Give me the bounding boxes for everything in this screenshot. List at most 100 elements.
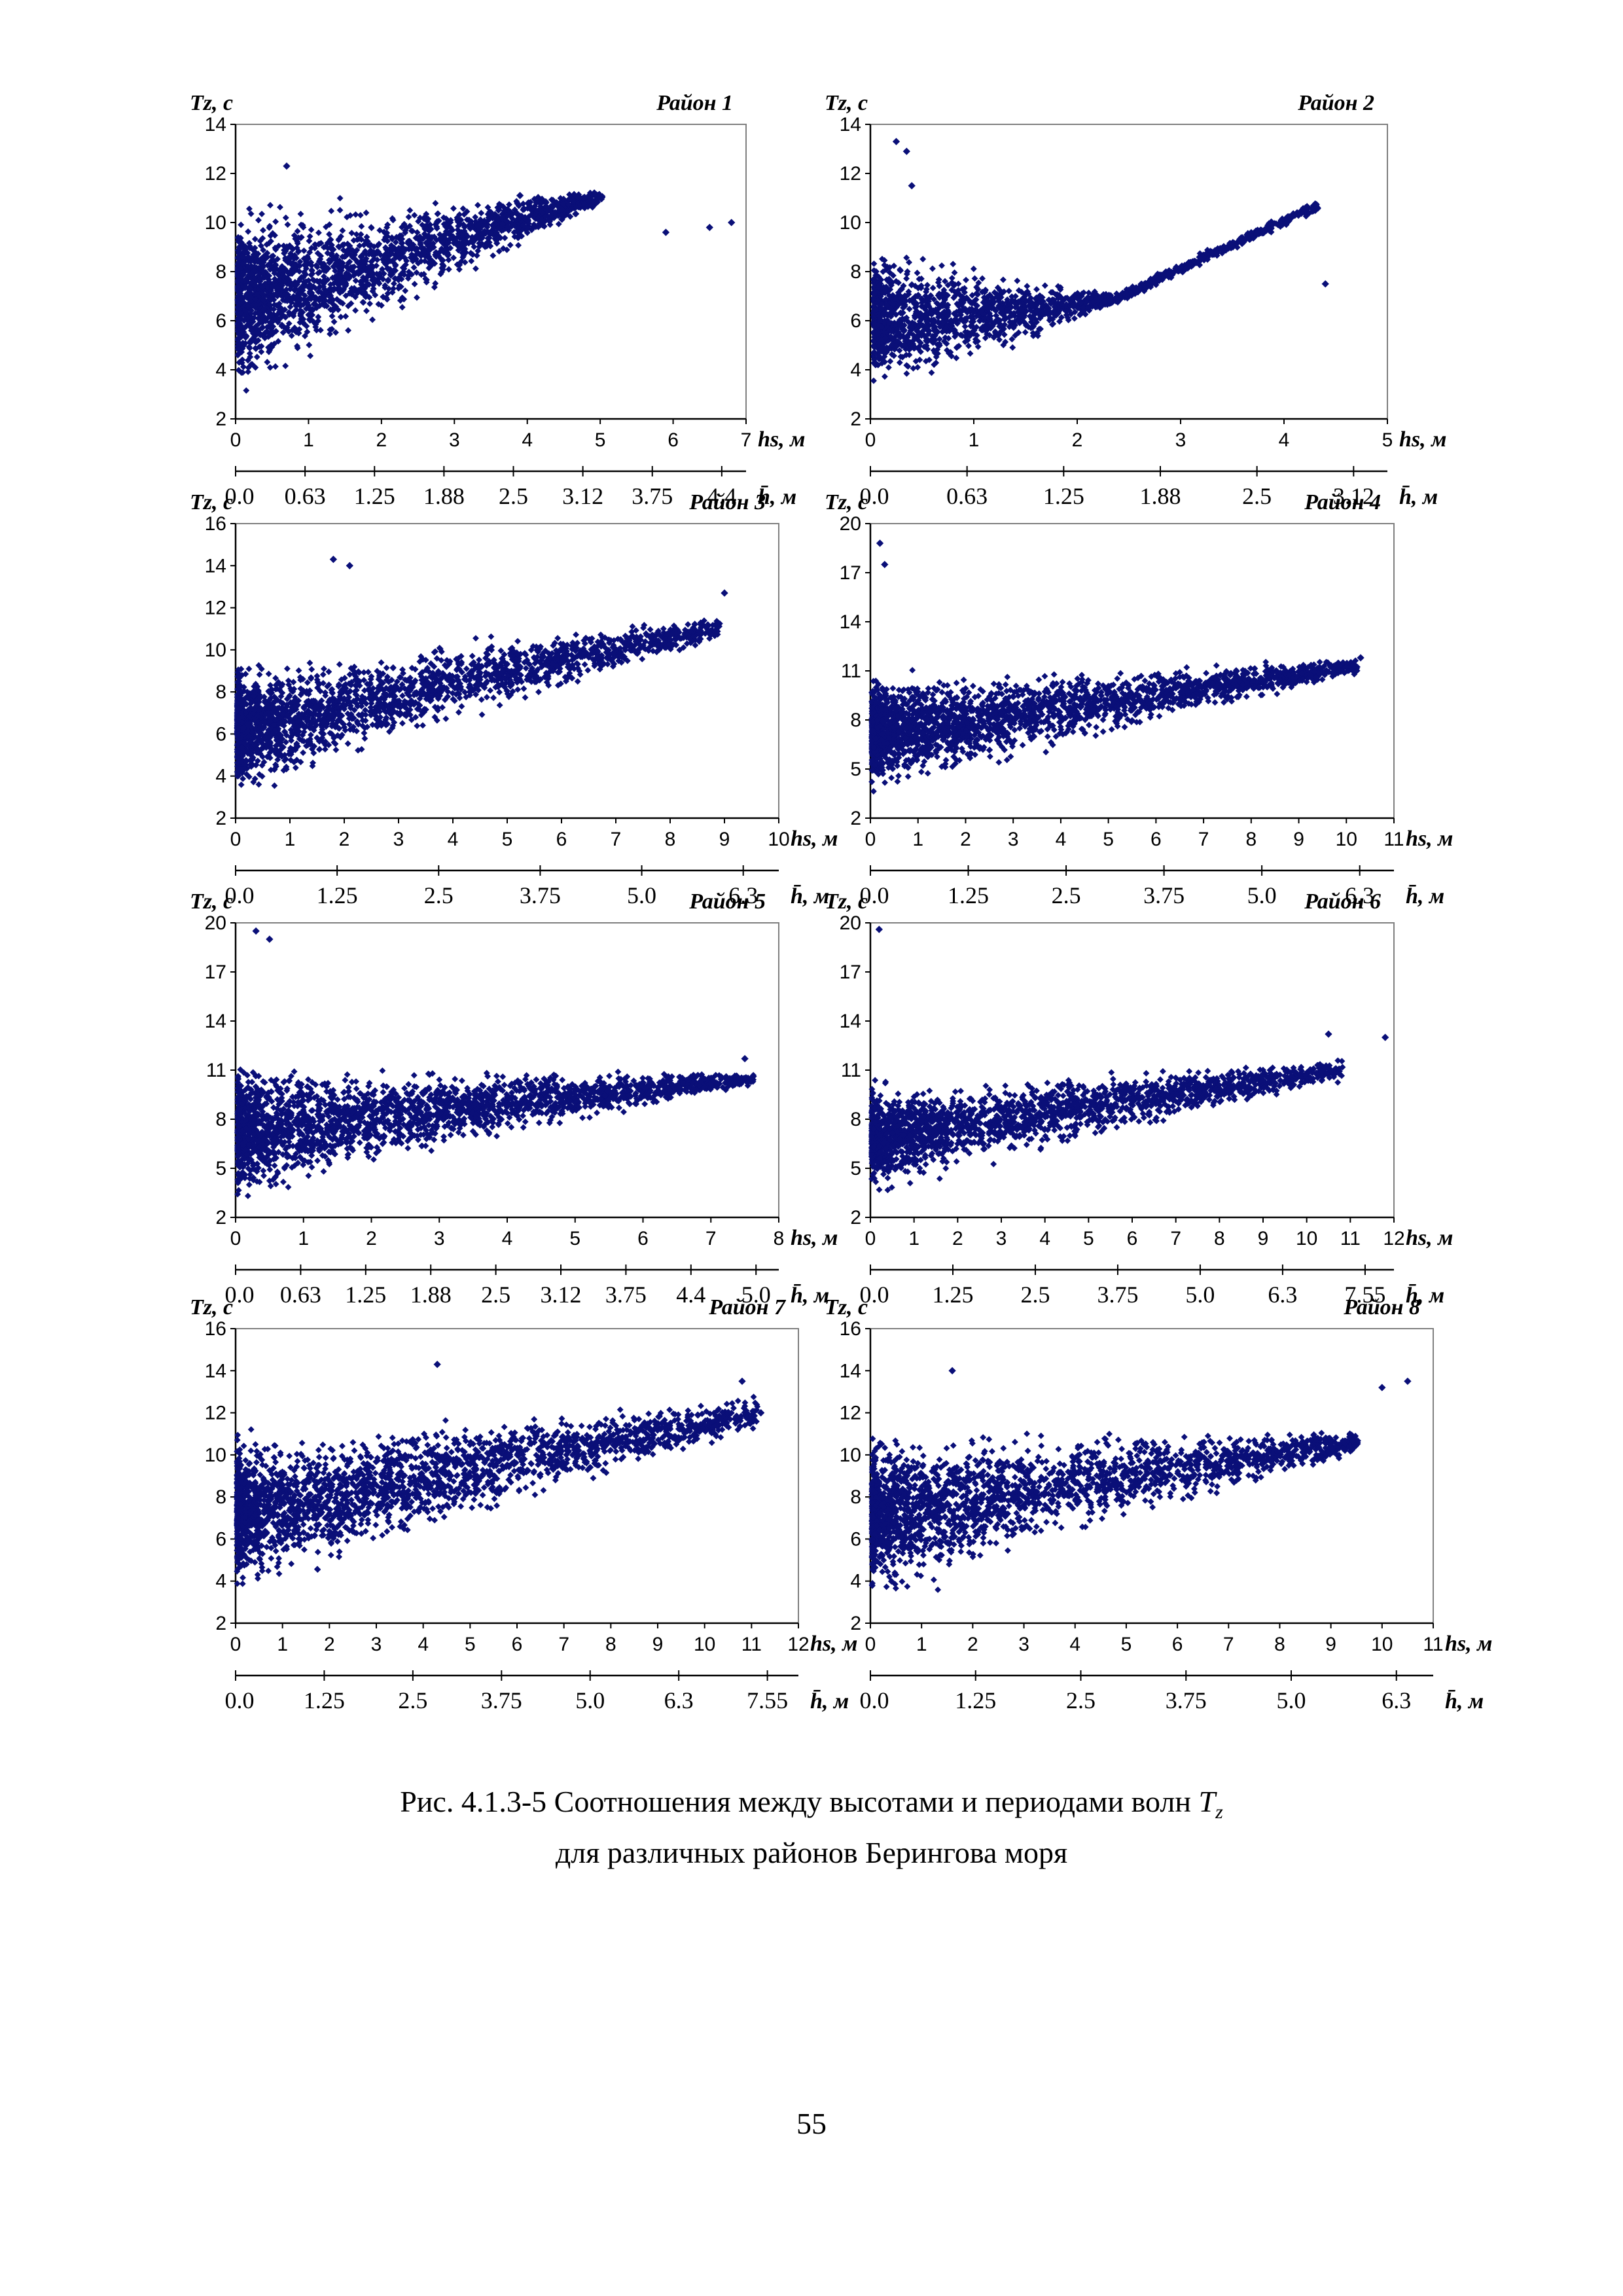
data-point [384, 290, 391, 297]
data-point [357, 211, 364, 219]
data-point [306, 342, 313, 349]
data-point [258, 666, 265, 673]
data-point [572, 210, 579, 217]
data-point [565, 196, 573, 203]
data-point [1032, 295, 1039, 302]
data-point [888, 281, 895, 289]
data-point [362, 293, 369, 300]
data-point [383, 296, 391, 303]
y-tick-label: 10 [205, 639, 226, 661]
data-point [360, 263, 367, 270]
data-point [242, 334, 249, 341]
data-point [955, 302, 962, 310]
data-point [282, 214, 289, 221]
data-point [465, 222, 473, 229]
data-point [1026, 313, 1033, 320]
data-point [881, 319, 888, 326]
data-point [238, 293, 245, 300]
data-point [400, 246, 407, 253]
data-point [870, 314, 877, 321]
data-point [363, 238, 370, 245]
data-point [370, 281, 377, 289]
data-point [336, 207, 344, 214]
data-point [381, 236, 388, 243]
data-point [425, 264, 433, 272]
data-point [948, 317, 955, 324]
data-point [1041, 282, 1048, 289]
data-point [282, 738, 289, 745]
data-point [327, 281, 334, 288]
data-point [251, 236, 259, 243]
x2-axis-label: h̄, м [1399, 485, 1438, 509]
data-point [1029, 329, 1037, 336]
data-point [506, 201, 512, 208]
y-tick-label: 12 [205, 598, 226, 619]
data-point [494, 216, 501, 223]
data-point [1056, 307, 1063, 314]
data-point [246, 285, 253, 292]
data-point [528, 226, 535, 234]
data-point [257, 318, 264, 325]
data-point [906, 339, 914, 346]
x-tick-label: 4 [522, 429, 533, 451]
data-point [325, 668, 332, 675]
data-point [885, 364, 892, 371]
data-point [993, 312, 1000, 319]
data-point [361, 249, 368, 257]
data-point [234, 272, 241, 278]
data-point [910, 365, 917, 372]
data-point [307, 311, 314, 318]
data-point [265, 670, 272, 677]
data-point [1022, 329, 1029, 336]
data-point [408, 716, 415, 723]
x-tick-label: 9 [719, 829, 730, 850]
y-tick-label: 8 [215, 681, 226, 703]
data-point [407, 243, 414, 251]
data-point [325, 742, 332, 749]
x2-tick-label: 0.0 [225, 882, 255, 908]
data-point [1143, 285, 1149, 292]
data-point [1190, 257, 1198, 264]
data-point [881, 262, 888, 268]
data-point [961, 323, 969, 330]
data-point [1001, 331, 1008, 338]
data-point [268, 329, 275, 336]
data-point [474, 202, 482, 209]
data-point [285, 328, 293, 335]
data-point [364, 280, 371, 287]
data-point [435, 217, 442, 224]
data-point [257, 242, 264, 249]
data-point [893, 311, 900, 318]
data-point [359, 274, 366, 281]
data-point [346, 721, 353, 728]
data-point [234, 283, 241, 290]
x-tick-label: 7 [741, 429, 752, 451]
data-point [1004, 296, 1011, 303]
data-point [971, 275, 978, 282]
data-point-outlier [705, 223, 713, 232]
data-point [260, 306, 268, 313]
data-point [967, 350, 974, 357]
data-point [437, 270, 444, 278]
data-point [929, 285, 936, 291]
data-point [982, 287, 989, 294]
data-point [311, 300, 318, 307]
y-tick-label: 8 [850, 261, 861, 283]
data-point [353, 231, 360, 238]
data-point [375, 300, 382, 308]
data-point [486, 234, 493, 242]
data-point [354, 289, 361, 296]
data-point [383, 224, 391, 231]
data-point [902, 351, 910, 359]
data-point [533, 198, 540, 206]
data-point [1033, 308, 1040, 315]
plot-area [870, 124, 1388, 420]
data-point [295, 234, 302, 242]
data-point [276, 276, 283, 283]
data-point [245, 253, 252, 260]
data-point [300, 274, 307, 281]
data-point [297, 210, 304, 217]
x-tick-label: 5 [1382, 429, 1393, 451]
chart-title: Район 2 [1297, 91, 1374, 115]
data-point [555, 207, 562, 214]
